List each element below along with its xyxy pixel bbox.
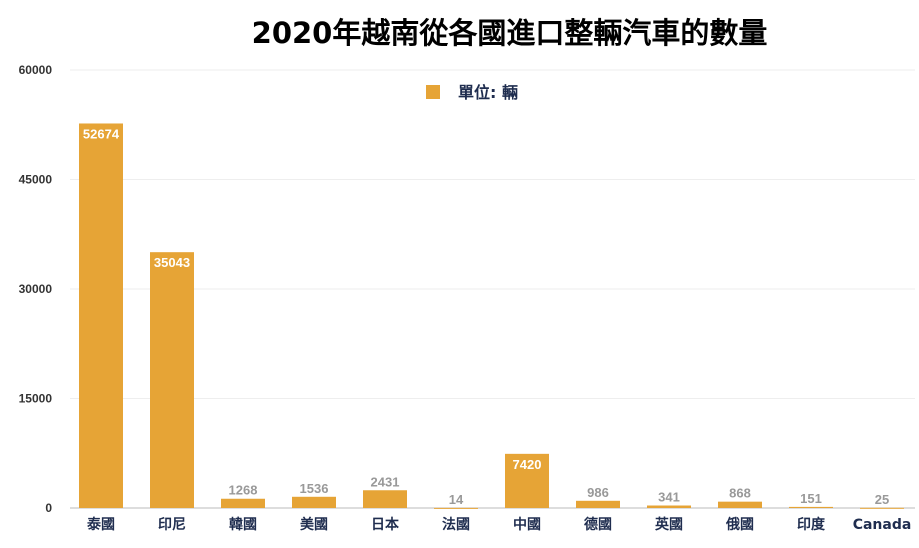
data-label: 1268 [229, 483, 258, 498]
x-tick-label: 中國 [513, 516, 541, 533]
y-tick-label: 45000 [19, 173, 53, 187]
data-label: 14 [449, 492, 464, 507]
y-tick-label: 30000 [19, 282, 53, 296]
x-tick-label: Canada [853, 517, 912, 533]
x-tick-label: 印尼 [158, 516, 186, 533]
bar [221, 498, 265, 508]
legend-label: 單位: 輛 [458, 83, 518, 102]
bar [79, 123, 123, 508]
y-tick-label: 15000 [19, 392, 53, 406]
y-tick-label: 0 [45, 501, 52, 515]
bar [363, 490, 407, 508]
bar [576, 500, 620, 508]
bar [434, 507, 478, 509]
bar [789, 506, 833, 508]
data-label: 2431 [371, 474, 400, 489]
y-tick-label: 60000 [19, 63, 53, 77]
x-tick-label: 泰國 [86, 516, 115, 533]
legend-swatch [426, 85, 440, 99]
chart-title: 2020年越南從各國進口整輛汽車的數量 [251, 16, 768, 50]
data-label: 25 [875, 492, 889, 507]
x-tick-label: 日本 [371, 516, 400, 533]
data-label: 151 [800, 491, 822, 506]
data-label: 35043 [154, 255, 190, 270]
x-tick-label: 法國 [442, 516, 470, 533]
x-tick-label: 美國 [300, 516, 328, 533]
x-tick-label: 英國 [654, 516, 683, 533]
data-label: 986 [587, 485, 609, 500]
data-label: 52674 [83, 126, 120, 141]
bar [647, 505, 691, 508]
x-tick-label: 韓國 [229, 516, 257, 533]
bar [860, 507, 904, 509]
bar [292, 496, 336, 508]
bar [150, 252, 194, 508]
data-label: 1536 [300, 481, 329, 496]
x-tick-label: 德國 [584, 516, 612, 533]
data-label: 341 [658, 490, 680, 505]
bar [718, 501, 762, 508]
bar [505, 453, 549, 508]
data-label: 7420 [513, 457, 542, 472]
x-tick-label: 印度 [797, 516, 826, 533]
x-tick-label: 俄國 [725, 516, 754, 533]
data-label: 868 [729, 486, 751, 501]
